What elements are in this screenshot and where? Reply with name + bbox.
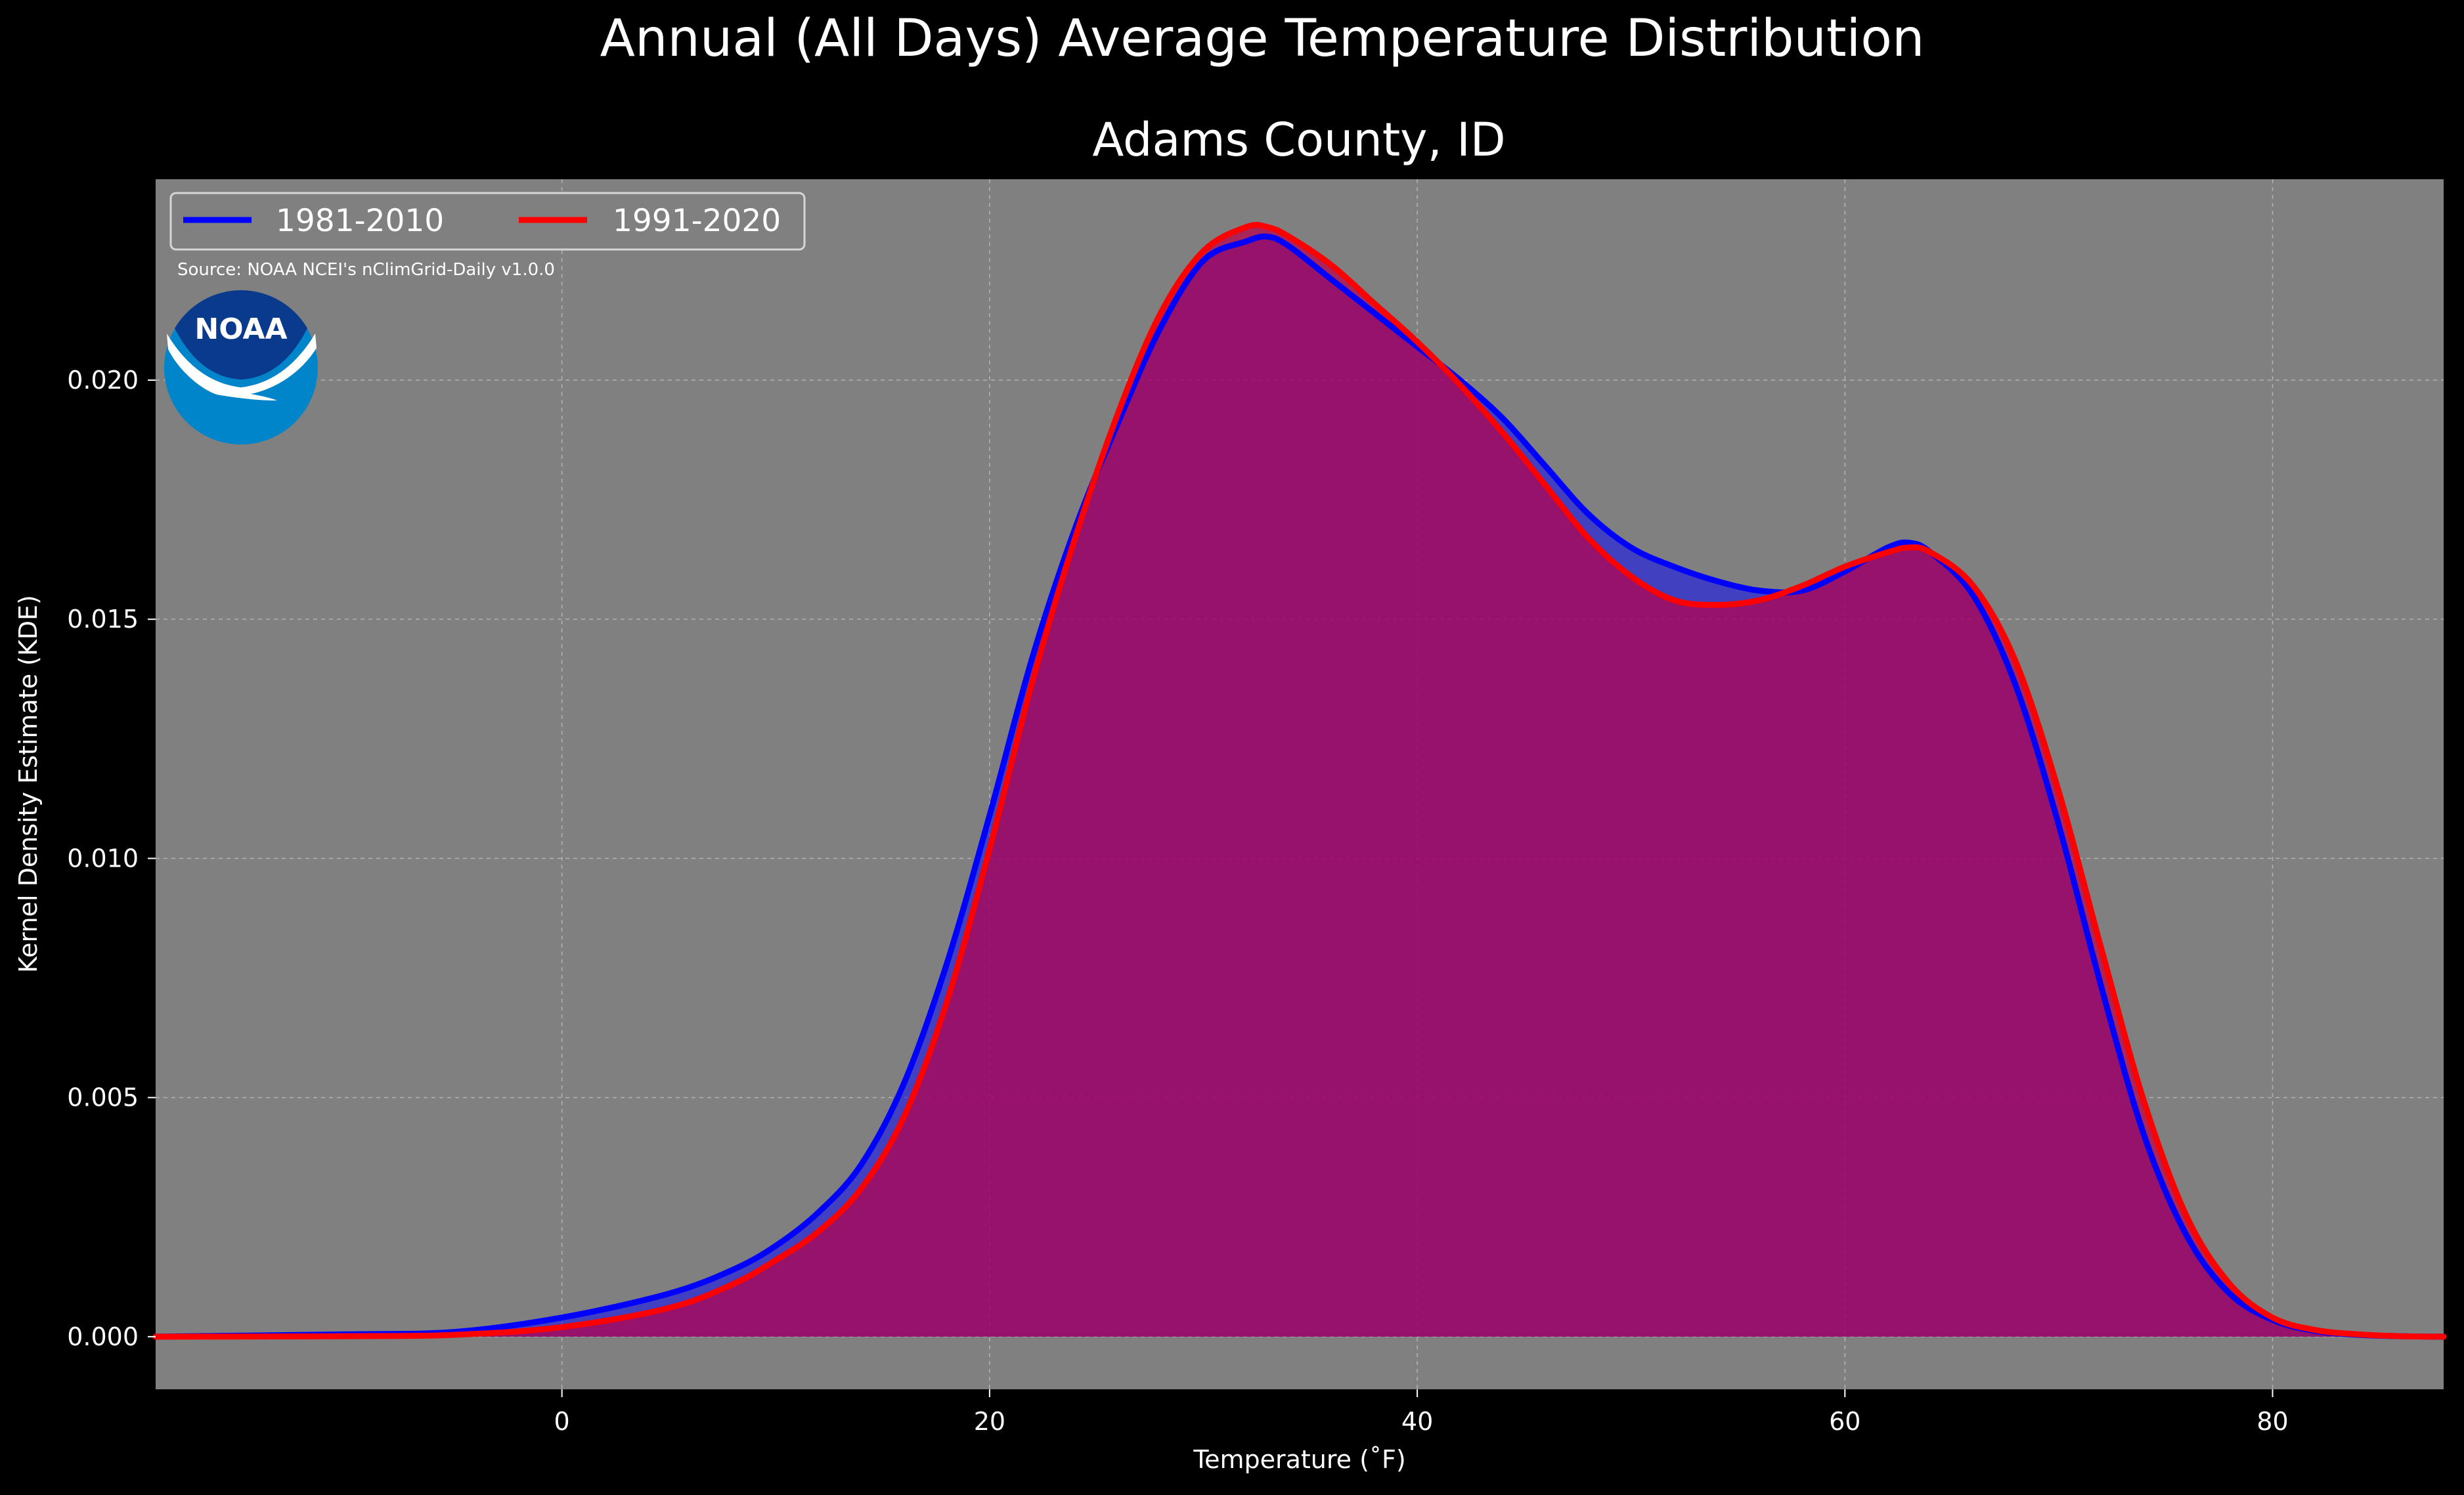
noaa-logo: NOAA [164, 290, 318, 444]
x-tick-label: 40 [1401, 1407, 1433, 1436]
x-tick-label: 80 [2256, 1407, 2288, 1436]
noaa-logo-bird-icon [167, 334, 317, 401]
line-1991-2020 [152, 222, 2447, 1340]
figure-suptitle: Annual (All Days) Average Temperature Di… [600, 9, 1925, 68]
legend-box [169, 192, 806, 251]
y-tick-label: 0.020 [67, 366, 139, 395]
x-tick-label: 20 [974, 1407, 1005, 1436]
x-tick-label: 0 [554, 1407, 570, 1436]
legend[interactable]: 1981-2010 1991-2020 [169, 192, 806, 251]
y-tick-label: 0.005 [67, 1083, 139, 1112]
chart-title: Adams County, ID [1092, 113, 1505, 167]
y-axis-label: Kernel Density Estimate (KDE) [14, 595, 43, 973]
source-note: Source: NOAA NCEI's nClimGrid-Daily v1.0… [177, 260, 555, 280]
noaa-logo-dark-cap [175, 290, 307, 379]
legend-label-1981-2010: 1981-2010 [276, 203, 444, 239]
series-layer [152, 222, 2447, 1340]
axis-layer: 0 20 40 60 80 0.000 0.005 0.010 0.015 0.020 [67, 366, 2288, 1436]
legend-label-1991-2020: 1991-2020 [613, 203, 781, 239]
y-tick-label: 0.010 [67, 844, 139, 873]
noaa-logo-text: NOAA [194, 313, 287, 346]
line-1981-2010 [152, 233, 2447, 1340]
x-tick-label: 60 [1829, 1407, 1860, 1436]
y-tick-label: 0.000 [67, 1322, 139, 1351]
fill-1991-2020 [156, 225, 2444, 1337]
y-tick-label: 0.015 [67, 605, 139, 634]
x-axis-label: Temperature (˚F) [1193, 1445, 1405, 1474]
